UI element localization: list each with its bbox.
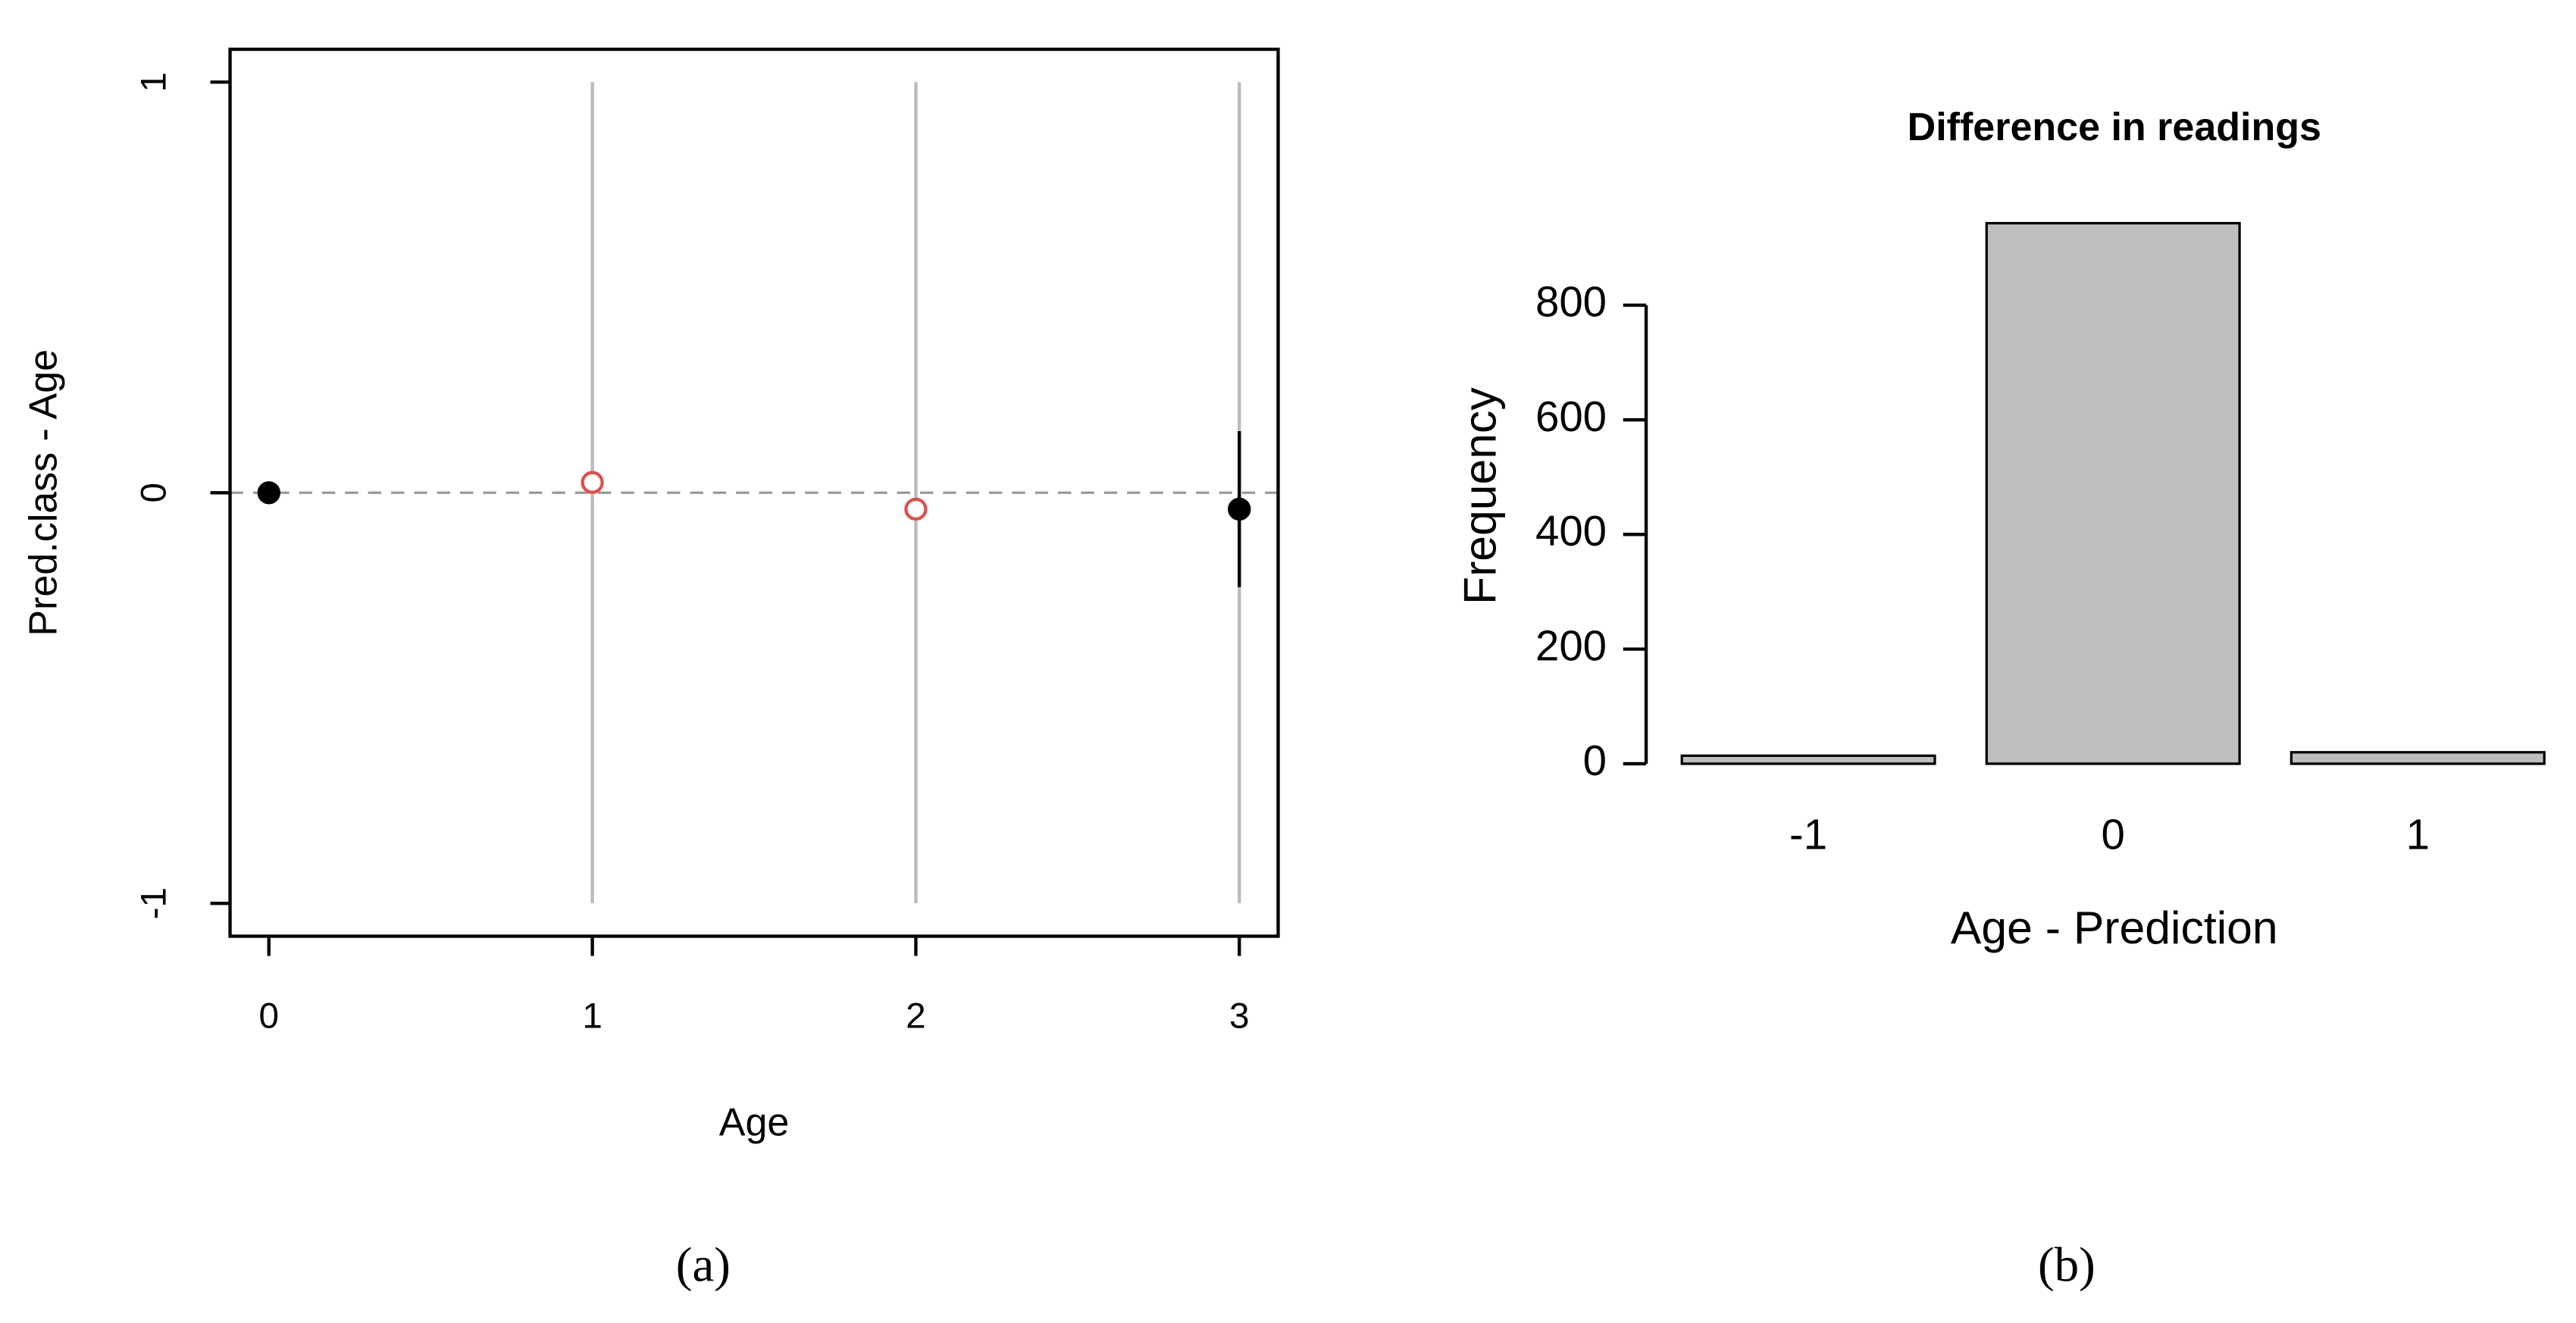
point	[904, 497, 928, 521]
bar-chart: Difference in readings 0 200 400 600 800 -1 0 1 A…	[1454, 105, 2546, 1292]
y-tick-label: -1	[134, 887, 174, 919]
y-tick-label: 0	[134, 483, 174, 503]
y-tick-label: 400	[1535, 507, 1607, 555]
point	[581, 471, 604, 494]
y-axis-label: Pred.class - Age	[22, 349, 66, 636]
x-tick-label: 3	[1229, 996, 1250, 1037]
scatter-chart: 0 1 2 3 -1 0 1 Age Pred.class - Age (a)	[22, 47, 1280, 1292]
bar	[1985, 221, 2241, 765]
y-tick-label: 800	[1535, 278, 1607, 326]
caption: (b)	[2038, 1237, 2096, 1292]
x-tick-label: -1	[1789, 810, 1827, 858]
x-tick-label: 1	[2406, 810, 2430, 858]
y-axis-label: Frequency	[1454, 387, 1505, 605]
x-tick-label: 0	[259, 996, 280, 1037]
y-tick-label: 200	[1535, 622, 1607, 670]
bar	[2290, 751, 2546, 765]
point	[1228, 497, 1251, 521]
caption: (a)	[676, 1237, 731, 1292]
y-tick-label: 1	[134, 72, 174, 92]
y-tick-label: 600	[1535, 393, 1607, 440]
chart-title: Difference in readings	[1908, 105, 2321, 149]
x-axis-label: Age - Prediction	[1951, 902, 2278, 953]
x-axis-label: Age	[719, 1101, 790, 1145]
x-tick-label: 1	[582, 996, 603, 1037]
x-tick-label: 2	[906, 996, 926, 1037]
x-tick-label: 0	[2102, 810, 2125, 858]
plot-frame	[228, 47, 1280, 938]
bar	[1680, 754, 1936, 765]
y-tick-label: 0	[1583, 737, 1607, 784]
point	[257, 481, 280, 505]
